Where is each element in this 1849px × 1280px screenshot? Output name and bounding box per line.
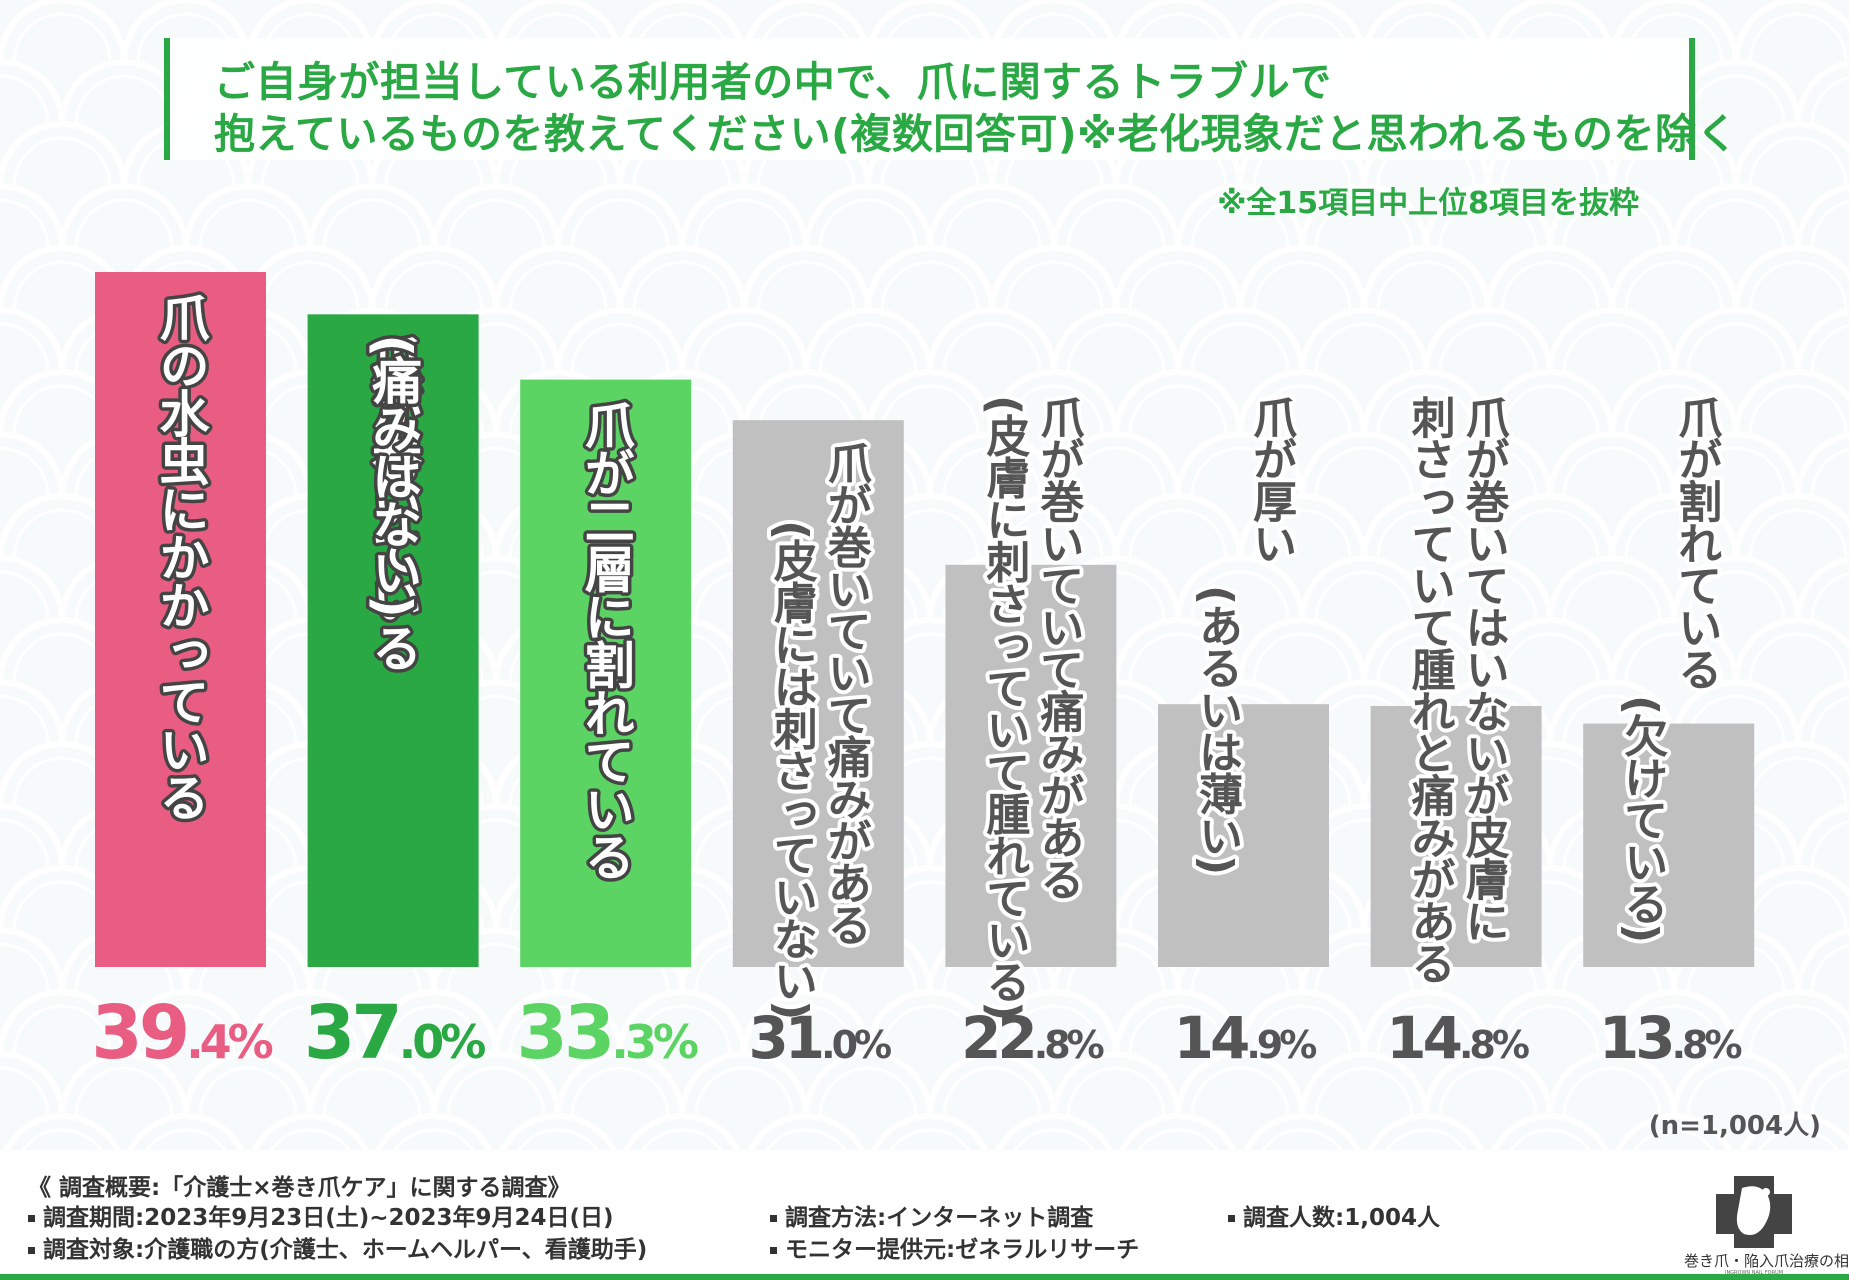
bar-label-6-col-1: 爪が厚い: [1245, 395, 1297, 563]
bar-label-6-col-2: (あるいは薄い): [1191, 585, 1243, 873]
excerpt-note: ※全15項目中上位8項目を抜粋: [1217, 186, 1639, 221]
value-label-7: 14.8%: [1386, 1004, 1529, 1072]
bar-label-4-col-1: 爪が巻いていて痛みがある: [820, 440, 872, 944]
bar-label-2-col-1: 爪が巻いている: [364, 334, 422, 670]
bar-label-3-col-1: 爪が二層に割れている: [577, 400, 635, 880]
bar-label-7-col-2: 刺さっていて腫れと痛みがある: [1404, 395, 1456, 983]
survey-count: 調査人数:1,004人: [1228, 1198, 1440, 1232]
bar-label-7-col-1: 爪が巻いてはいないが皮膚に: [1458, 395, 1510, 941]
bar-label-4-col-2: (皮膚には刺さっていない): [766, 520, 818, 1018]
bar-5: [945, 564, 1117, 967]
survey-heading: 《 調査概要:「介護士×巻き爪ケア」に関する調査》: [28, 1175, 571, 1201]
bar-3: [520, 379, 692, 967]
bar-label-8-col-2: (欠けている): [1616, 695, 1668, 941]
bar-6: [1158, 704, 1329, 967]
logo-text: 巻き爪・陥入爪治療の相談室: [1684, 1252, 1849, 1270]
sample-size: (n=1,004人): [1648, 1111, 1821, 1141]
value-label-8: 13.8%: [1599, 1004, 1742, 1072]
bar-label-1-col-1: 爪の水虫にかかっている: [152, 292, 210, 820]
value-label-6: 14.9%: [1174, 1004, 1317, 1072]
survey-monitor: モニター提供元:ゼネラルリサーチ: [770, 1230, 1139, 1264]
question-title-box: ご自身が担当している利用者の中で、爪に関するトラブルで 抱えているものを教えてく…: [164, 38, 1737, 160]
bar-label-5-col-2: (皮膚に刺さっていて腫れている): [978, 395, 1030, 1019]
value-label-2: 37.0%: [304, 990, 485, 1076]
value-label-1: 39.4%: [91, 990, 272, 1076]
bar-8: [1583, 723, 1755, 967]
logo-subtext: INGROWN NAIL FORUM: [1724, 1270, 1784, 1276]
question-title-line-1: ご自身が担当している利用者の中で、爪に関するトラブルで: [214, 58, 1332, 106]
footer-accent-bar: [0, 1274, 1849, 1280]
bar-2: [307, 314, 479, 967]
bar-chart: 爪の水虫にかかっている 39.4% 爪が巻いている(痛みはない) 37.0% 爪が二層に…: [91, 272, 1755, 1076]
clinic-logo: 巻き爪・陥入爪治療の相談室 INGROWN NAIL FORUM: [1684, 1166, 1849, 1276]
survey-target: 調査対象:介護職の方(介護士、ホームヘルパー、看護助手): [28, 1230, 647, 1264]
value-label-4: 31.0%: [748, 1004, 891, 1072]
value-label-3: 33.3%: [516, 990, 697, 1076]
bar-label-8-col-1: 爪が割れている: [1670, 395, 1722, 689]
survey-period: 調査期間:2023年9月23日(土)~2023年9月24日(日): [28, 1198, 614, 1232]
survey-method: 調査方法:インターネット調査: [770, 1198, 1093, 1232]
bar-1: [95, 272, 266, 967]
bar-7: [1370, 705, 1542, 967]
bar-label-2-col-2: (痛みはない): [364, 334, 422, 616]
survey-footer: 《 調査概要:「介護士×巻き爪ケア」に関する調査》 調査期間:2023年9月23…: [0, 1150, 1849, 1280]
foot-cross-icon: [1716, 1176, 1792, 1248]
bar-label-5-col-1: 爪が巻いていて痛みがある: [1032, 395, 1084, 899]
bar-4: [732, 420, 904, 967]
question-title-line-2: 抱えているものを教えてください(複数回答可)※老化現象だと思われるものを除く: [214, 110, 1738, 158]
value-label-5: 22.8%: [961, 1004, 1104, 1072]
